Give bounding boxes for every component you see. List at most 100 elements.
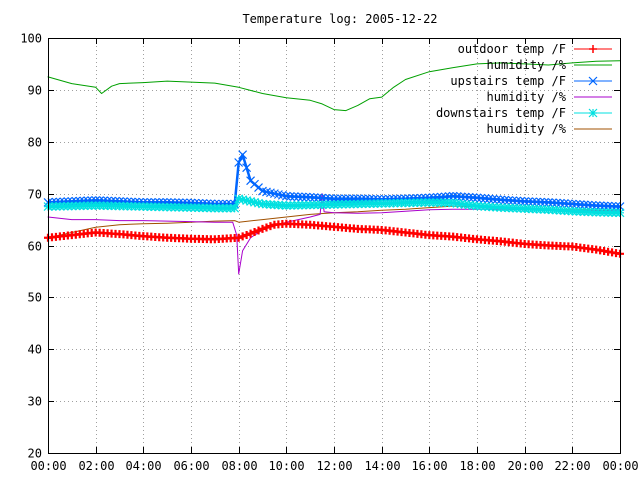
- data-point: [488, 194, 498, 204]
- legend-marker: [588, 76, 598, 86]
- data-point: [230, 203, 240, 213]
- data-point: [281, 191, 291, 201]
- x-tick-label: 02:00: [78, 459, 114, 473]
- data-point: [607, 201, 617, 211]
- data-point: [500, 195, 510, 205]
- x-tick-label: 18:00: [459, 459, 495, 473]
- data-point: [317, 193, 327, 203]
- data-point: [595, 201, 605, 211]
- data-point: [309, 193, 319, 202]
- data-point: [484, 194, 494, 204]
- x-tick-label: 22:00: [554, 459, 590, 473]
- data-point: [234, 158, 244, 167]
- series-2: [43, 150, 625, 212]
- y-tick-label: 20: [28, 447, 42, 461]
- data-point: [512, 196, 522, 206]
- data-point: [448, 191, 458, 201]
- y-tick-label: 40: [28, 343, 42, 357]
- legend-entry: downstairs temp /F: [436, 106, 612, 120]
- data-point: [575, 200, 585, 209]
- data-point: [444, 192, 454, 201]
- data-point: [242, 230, 251, 239]
- legend-label: humidity /%: [487, 90, 567, 104]
- data-point: [520, 196, 530, 206]
- data-point: [583, 200, 593, 210]
- x-tick-label: 00:00: [30, 459, 66, 473]
- data-point: [563, 199, 573, 209]
- data-point: [496, 195, 506, 205]
- data-point: [540, 197, 549, 207]
- data-point: [591, 201, 601, 210]
- data-point: [559, 199, 569, 208]
- legend: outdoor temp /F humidity /% upstairs temp …: [436, 42, 612, 136]
- legend-entry: humidity /%: [487, 58, 612, 72]
- y-tick-label: 60: [28, 240, 42, 254]
- x-tick-label: 00:00: [602, 459, 638, 473]
- y-tick-label: 50: [28, 291, 42, 305]
- x-tick-label: 12:00: [316, 459, 352, 473]
- data-point: [250, 197, 259, 207]
- legend-entry: upstairs temp /F: [450, 74, 612, 88]
- series-4: [43, 194, 625, 218]
- data-point: [468, 193, 478, 202]
- legend-entry: humidity /%: [487, 122, 612, 136]
- data-point: [246, 229, 255, 238]
- x-tick-label: 16:00: [411, 459, 447, 473]
- x-tick-label: 06:00: [173, 459, 209, 473]
- legend-label: downstairs temp /F: [436, 106, 566, 120]
- data-point: [242, 196, 252, 205]
- series-0: [44, 219, 624, 258]
- data-point: [552, 198, 561, 208]
- data-point: [476, 193, 486, 203]
- data-point: [516, 196, 526, 206]
- data-point: [321, 193, 331, 203]
- data-point: [504, 195, 514, 205]
- data-point: [289, 192, 299, 201]
- y-tick-label: 70: [28, 188, 42, 202]
- data-point: [544, 198, 553, 207]
- data-point: [293, 192, 303, 202]
- data-point: [603, 201, 613, 211]
- data-point: [464, 192, 474, 202]
- data-point: [238, 150, 248, 160]
- data-point: [258, 224, 267, 233]
- series-markers: [44, 219, 624, 258]
- y-tick-label: 30: [28, 395, 42, 409]
- data-point: [548, 198, 557, 208]
- series-markers: [43, 194, 625, 218]
- data-point: [536, 197, 545, 207]
- y-tick-label: 80: [28, 136, 42, 150]
- data-point: [528, 197, 538, 207]
- series-1: [47, 60, 621, 112]
- y-tick-label: 100: [20, 32, 42, 46]
- legend-label: outdoor temp /F: [458, 42, 566, 56]
- legend-label: humidity /%: [487, 122, 567, 136]
- data-point: [254, 226, 263, 235]
- data-point: [508, 196, 518, 206]
- data-point: [456, 192, 466, 202]
- data-point: [571, 199, 581, 209]
- data-point: [246, 196, 256, 206]
- legend-entry: humidity /%: [487, 90, 612, 104]
- data-point: [238, 195, 248, 205]
- data-point: [579, 200, 589, 210]
- x-tick-label: 08:00: [221, 459, 257, 473]
- chart-title: Temperature log: 2005-12-22: [242, 12, 437, 26]
- data-point: [599, 201, 609, 211]
- data-point: [305, 192, 315, 202]
- legend-entry: outdoor temp /F: [458, 42, 612, 56]
- data-point: [555, 198, 565, 208]
- axes: 20 30 40 50 60 70 80 90 100 00:00 02:00 04:00 06:00 0…: [20, 32, 638, 474]
- series-layer: [43, 60, 625, 275]
- series-line: [47, 60, 621, 112]
- data-point: [297, 192, 307, 202]
- data-point: [238, 232, 247, 241]
- data-point: [313, 193, 323, 203]
- data-point: [242, 163, 252, 173]
- data-point: [234, 233, 243, 242]
- y-tick-label: 90: [28, 84, 42, 98]
- data-point: [460, 192, 470, 202]
- legend-marker: [589, 45, 597, 53]
- data-point: [472, 193, 482, 203]
- x-tick-label: 14:00: [364, 459, 400, 473]
